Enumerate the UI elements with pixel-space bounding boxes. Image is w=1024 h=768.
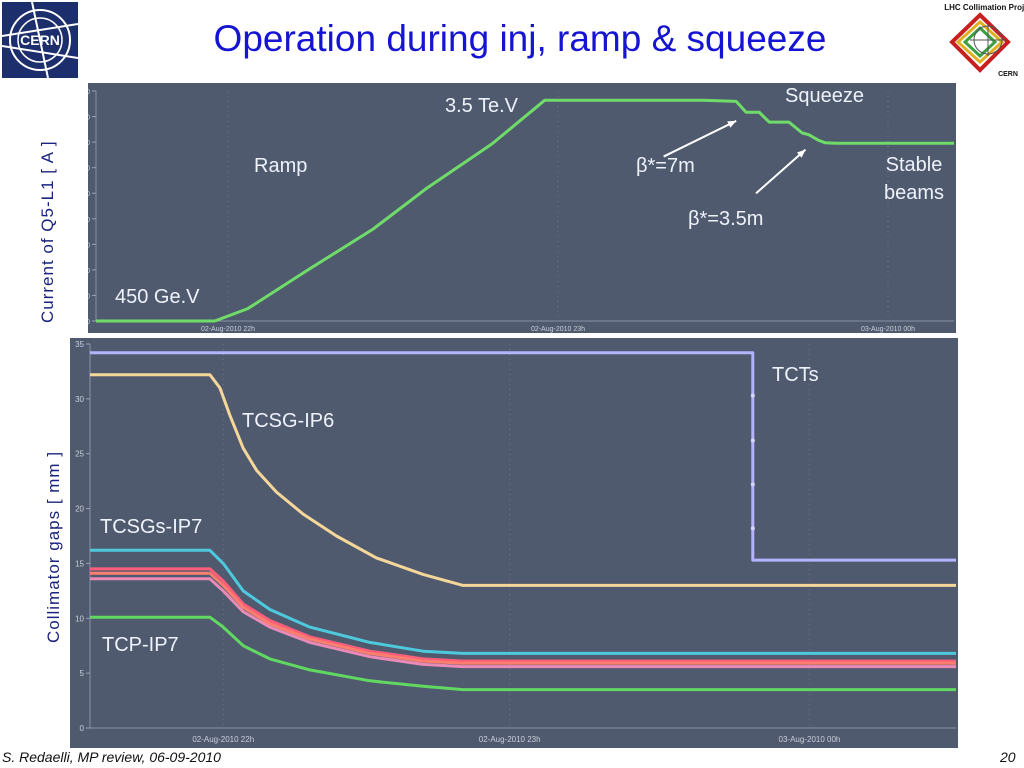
annotation-stable-beams: Stable beams <box>883 154 945 204</box>
series-line-tcp-ip7 <box>90 615 956 692</box>
collimation-logo-sub: CERN <box>998 71 1018 78</box>
y-tick-label: 35 <box>75 340 84 349</box>
y-tick-label: 400 <box>88 268 90 275</box>
collimation-logo: LHC Collimation Project CERN <box>940 0 1024 82</box>
label-tcsg-ip6: TCSG-IP6 <box>242 410 335 432</box>
magnet-current-chart: -100 200 400 600 800 1,000 1,200 1,400 1,600 1,80… <box>72 83 956 333</box>
x-tick-label: 02-Aug-2010 23h <box>479 735 541 744</box>
slide-title: Operation during inj, ramp & squeeze <box>213 18 827 59</box>
y-tick-label: -100 <box>88 319 90 326</box>
top-y-axis-label: Current of Q5-L1 [ A ] <box>38 140 57 323</box>
annotation-ramp: Ramp <box>254 155 308 177</box>
tct-step-marker <box>750 526 755 531</box>
y-tick-label: 1,000 <box>88 191 90 198</box>
y-tick-label: 200 <box>88 293 90 300</box>
bottom-y-axis-label: Collimator gaps [ mm ] <box>44 450 63 643</box>
y-tick-label: 1,200 <box>88 166 90 173</box>
series-line-0 <box>96 98 954 323</box>
x-tick-label: 02-Aug-2010 23h <box>531 326 585 333</box>
x-tick-label: 02-Aug-2010 22h <box>192 735 254 744</box>
collimation-logo-text: LHC Collimation Project <box>944 3 1024 12</box>
annotation-450-gev: 450 Ge.V <box>115 286 200 308</box>
cern-logo: CERN <box>1 1 79 79</box>
cern-logo-text: CERN <box>20 32 60 48</box>
collimator-gaps-chart: 0 5 10 15 20 25 30 35 02-Aug-2010 22h 02-Aug-2010… <box>70 338 958 748</box>
label-tcts: TCTs <box>772 364 819 386</box>
y-tick-label: 0 <box>80 724 85 733</box>
series-line-tcsg-ip6 <box>90 373 956 587</box>
page-number: 20 <box>1000 749 1016 765</box>
y-tick-label: 10 <box>75 614 84 623</box>
series-line-4 <box>90 571 956 665</box>
annotation-arrow <box>755 148 807 195</box>
y-tick-label: 1,800 <box>88 89 90 96</box>
series-line-3 <box>90 567 956 663</box>
footer-credit: S. Redaelli, MP review, 06-09-2010 <box>2 749 221 765</box>
series-line-tcts <box>90 351 956 562</box>
x-tick-label: 03-Aug-2010 00h <box>861 326 915 333</box>
annotation-beta-7m: β*=7m <box>636 155 695 177</box>
y-tick-label: 600 <box>88 242 90 249</box>
x-tick-label: 02-Aug-2010 22h <box>201 326 255 333</box>
y-tick-label: 20 <box>75 505 84 514</box>
tct-step-marker <box>750 393 755 398</box>
x-tick-label: 03-Aug-2010 00h <box>779 735 841 744</box>
annotation-3.5-tev: 3.5 Te.V <box>445 95 519 117</box>
collimator-gaps-plot: 0 5 10 15 20 25 30 35 02-Aug-2010 22h 02-Aug-2010… <box>75 340 956 744</box>
y-tick-label: 1,400 <box>88 140 90 147</box>
y-tick-label: 1,600 <box>88 115 90 122</box>
annotation-arrowhead <box>727 120 737 128</box>
y-tick-label: 25 <box>75 450 84 459</box>
label-tcp-ip7: TCP-IP7 <box>102 634 179 656</box>
tct-step-marker <box>750 438 755 443</box>
series-line-5 <box>90 577 956 669</box>
annotation-arrow <box>663 120 737 158</box>
series-line-tcsgs-ip7 <box>90 548 956 655</box>
annotation-squeeze: Squeeze <box>785 85 864 107</box>
tct-step-marker <box>750 482 755 487</box>
magnet-current-plot: -100 200 400 600 800 1,000 1,200 1,400 1,600 1,80… <box>72 89 954 333</box>
y-tick-label: 30 <box>75 395 84 404</box>
y-tick-label: 5 <box>80 669 85 678</box>
label-tcsgs-ip7: TCSGs-IP7 <box>100 516 203 538</box>
annotation-arrowhead <box>796 149 806 158</box>
annotation-beta-3.5m: β*=3.5m <box>688 208 764 230</box>
y-tick-label: 15 <box>75 559 84 568</box>
y-tick-label: 800 <box>88 217 90 224</box>
